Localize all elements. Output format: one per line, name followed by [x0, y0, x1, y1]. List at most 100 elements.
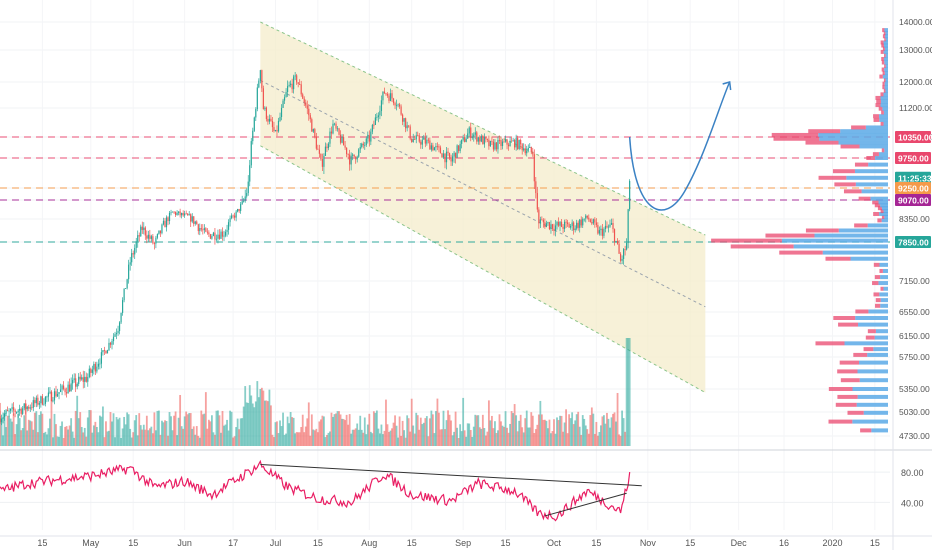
volume-bar [357, 429, 360, 446]
candle-body [468, 127, 470, 134]
candle-body [521, 144, 523, 151]
volume-bar [71, 431, 74, 446]
candle-body [296, 75, 298, 83]
volume-bar [207, 419, 210, 446]
volume-bar [297, 432, 300, 446]
candle-body [339, 134, 342, 143]
candle-body [359, 146, 361, 150]
volume-bar [268, 389, 271, 446]
volume-bar [447, 410, 449, 446]
candle-body [344, 145, 346, 148]
profile-bar-down [855, 309, 869, 314]
badge-bg [895, 194, 931, 206]
profile-bar-up [861, 189, 888, 194]
volume-bar [3, 413, 6, 446]
volume-bar [347, 424, 350, 446]
volume-bar [280, 426, 283, 446]
volume-bar [121, 428, 124, 446]
candle-body [430, 145, 432, 150]
candle-body [417, 135, 419, 137]
volume-bar [14, 434, 17, 446]
candle-body [473, 134, 475, 137]
profile-bar-down [884, 64, 886, 68]
candle-body [535, 181, 537, 194]
candle-body [288, 84, 290, 87]
profile-bar-down [872, 281, 879, 286]
volume-bar [136, 435, 139, 446]
volume-bar [616, 392, 619, 446]
candle-body [185, 213, 187, 215]
candle-body [459, 143, 461, 152]
profile-bar-up [874, 335, 888, 340]
volume-bar [574, 420, 577, 446]
profile-bar-up [880, 95, 888, 100]
profile-bar-down [773, 136, 820, 141]
candle-body [97, 363, 99, 367]
projection-arrow[interactable] [628, 81, 732, 211]
volume-bar [256, 381, 259, 446]
volume-bar [589, 415, 592, 446]
candle-body [380, 100, 383, 111]
candle-body [70, 383, 72, 392]
candle-body [501, 141, 504, 147]
candle-body [429, 140, 431, 150]
volume-bar [577, 411, 580, 446]
profile-bar-down [837, 369, 858, 374]
profile-bar-down [872, 200, 879, 205]
volume-bar [301, 414, 304, 446]
x-tick-label: 15 [128, 538, 138, 548]
volume-bar [562, 431, 564, 446]
profile-bar-down [825, 256, 851, 261]
candle-body [0, 418, 3, 422]
volume-bar [315, 428, 318, 446]
candle-body [586, 215, 588, 218]
candle-body [276, 130, 278, 132]
volume-bar [540, 414, 543, 446]
candle-body [518, 140, 520, 149]
candle-body [75, 378, 77, 387]
volume-bar [220, 432, 222, 446]
candle-body [226, 229, 228, 232]
candle-body [162, 220, 165, 225]
profile-bar-down [808, 129, 841, 134]
candle-body [512, 139, 514, 141]
volume-bar [468, 423, 471, 446]
volume-bar [472, 426, 475, 446]
volume-bar [251, 403, 254, 446]
candle-body [58, 391, 60, 395]
candle-body [174, 212, 177, 215]
profile-bar-down [881, 56, 884, 61]
volume-bar [55, 424, 57, 446]
candle-body [595, 222, 597, 226]
descending-channel[interactable] [260, 21, 706, 394]
profile-bar-up [882, 268, 888, 273]
profile-bar-down [877, 206, 882, 211]
candle-body [102, 350, 104, 353]
candle-body [137, 235, 139, 242]
candle-body [517, 137, 519, 149]
candle-body [371, 124, 373, 132]
volume-bar [385, 399, 387, 446]
candle-body [454, 152, 457, 158]
candle-body [621, 258, 623, 261]
volume-bar [192, 426, 195, 446]
candle-body [585, 215, 587, 219]
candle-body [426, 139, 428, 144]
volume-bar [536, 424, 539, 446]
x-tick-label: May [82, 538, 100, 548]
volume-bar [418, 429, 421, 446]
candle-body [570, 225, 572, 228]
profile-bar-up [781, 238, 888, 243]
badge-text: 11:25:33 [898, 173, 932, 183]
candle-body [159, 230, 162, 234]
volume-bar [539, 400, 542, 446]
volume-bar [188, 413, 191, 446]
volume-bar [100, 416, 103, 446]
candle-body [115, 333, 118, 335]
volume-bar [126, 412, 129, 446]
profile-bar-up [881, 206, 888, 211]
volume-bar [282, 412, 284, 446]
candle-body [577, 222, 579, 228]
candle-body [420, 141, 422, 145]
